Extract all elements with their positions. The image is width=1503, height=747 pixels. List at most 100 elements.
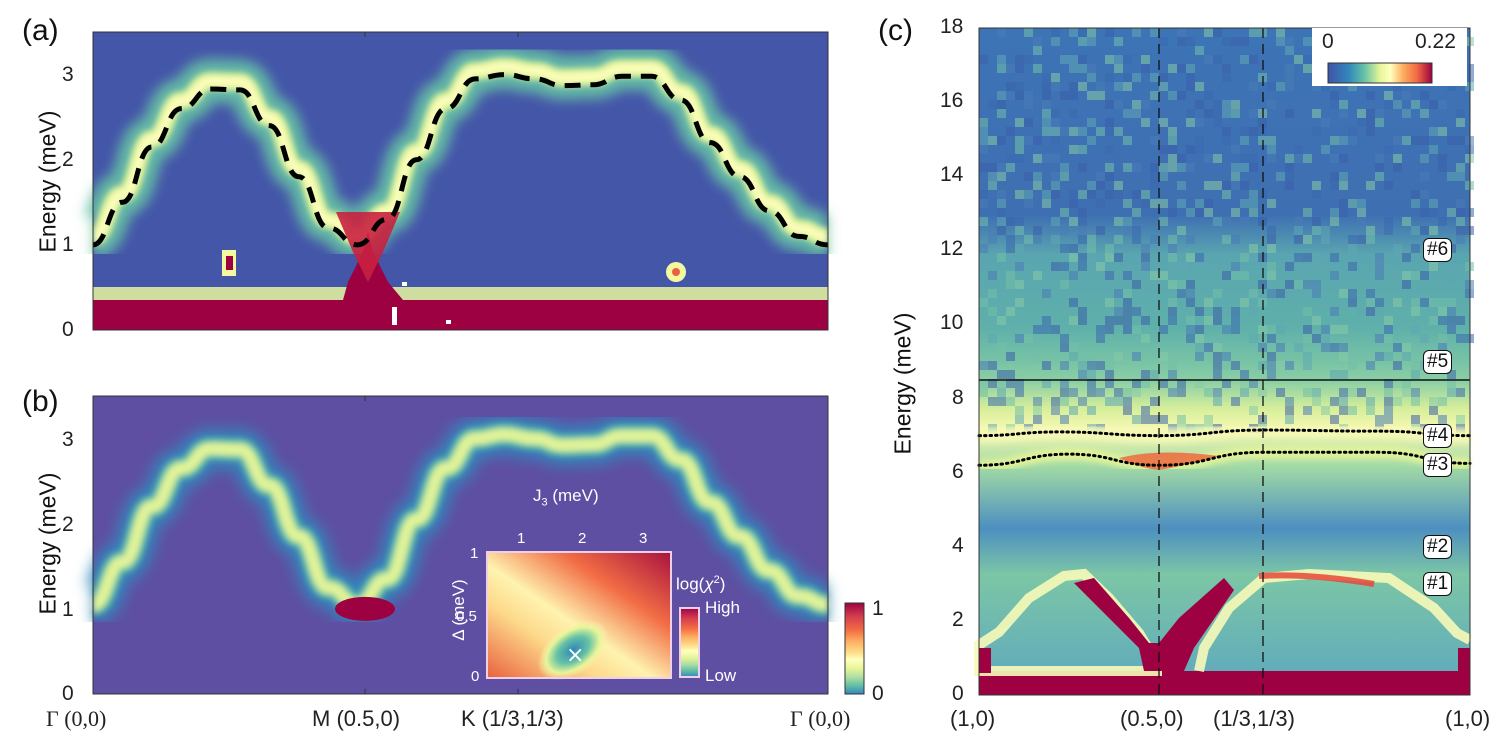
panel-c-noise-pixel (1114, 127, 1123, 136)
panel-c-noise-pixel (1438, 163, 1447, 172)
panel-c-noise-pixel (1042, 325, 1051, 334)
panel-c-noise-pixel (1303, 334, 1312, 343)
panel-c-noise-pixel (1240, 271, 1249, 280)
panel-c-noise-pixel (988, 397, 997, 406)
panel-c-noise-pixel (1402, 217, 1411, 226)
panel-a-frame (92, 31, 829, 331)
panel-b-xlabel-M: M (0.5,0) (312, 706, 401, 731)
panel-c-noise-pixel (1006, 235, 1015, 244)
panel-c-noise-pixel (1285, 415, 1294, 424)
panel-c-noise-pixel (1168, 235, 1177, 244)
panel-c-noise-pixel (1087, 253, 1096, 262)
panel-c-noise-pixel (1123, 289, 1132, 298)
panel-c-noise-pixel (1150, 397, 1159, 406)
panel-c-noise-pixel (1123, 226, 1132, 235)
panel-c-noise-pixel (1168, 244, 1177, 253)
panel-c-noise-pixel (1384, 316, 1393, 325)
panel-c-noise-pixel (1366, 181, 1375, 190)
panel-c-noise-pixel (1258, 388, 1267, 397)
panel-c-xlabel-2: (0.5,0) (1120, 706, 1184, 731)
panel-c-noise-pixel (1069, 406, 1078, 415)
panel-c-noise-pixel (1348, 406, 1357, 415)
panel-c-noise-pixel (997, 55, 1006, 64)
panel-c-noise-pixel (1222, 307, 1231, 316)
panel-c-noise-pixel (1393, 397, 1402, 406)
panel-c-noise-pixel (1051, 37, 1060, 46)
panel-c-noise-pixel (1051, 406, 1060, 415)
panel-c-noise-pixel (1240, 379, 1249, 388)
panel-c-noise-pixel (1168, 208, 1177, 217)
panel-c-noise-pixel (1006, 163, 1015, 172)
panel-c-noise-pixel (1105, 316, 1114, 325)
inset-ytick-0: 0 (471, 668, 480, 685)
panel-c-noise-pixel (1204, 55, 1213, 64)
panel-c-noise-pixel (1078, 307, 1087, 316)
panel-c-frame (978, 27, 1471, 696)
panel-c-noise-pixel (1186, 316, 1195, 325)
panel-c-noise-pixel (1105, 397, 1114, 406)
panel-c-noise-pixel (1375, 154, 1384, 163)
panel-c-noise-pixel (1024, 172, 1033, 181)
panel-c-noise-pixel (1339, 343, 1348, 352)
panel-c-noise-pixel (1393, 298, 1402, 307)
panel-c-noise-pixel (1042, 91, 1051, 100)
panel-c-noise-pixel (979, 199, 988, 208)
panel-c-noise-pixel (1015, 280, 1024, 289)
panel-c-noise-pixel (1222, 64, 1231, 73)
panel-c-noise-pixel (1411, 298, 1420, 307)
panel-c-noise-pixel (1339, 325, 1348, 334)
panel-c-noise-pixel (1123, 298, 1132, 307)
panel-c-noise-pixel (988, 181, 997, 190)
panel-c-noise-pixel (1312, 316, 1321, 325)
panel-c-noise-pixel (1096, 91, 1105, 100)
panel-c-noise-pixel (1240, 253, 1249, 262)
panel-c-noise-pixel (1177, 163, 1186, 172)
panel-c-noise-pixel (1357, 199, 1366, 208)
panel-c-noise-pixel (1447, 379, 1456, 388)
panel-c-noise-pixel (1339, 136, 1348, 145)
panel-c-noise-pixel (1321, 226, 1330, 235)
panel-c-noise-pixel (1231, 271, 1240, 280)
panel-c-noise-pixel (1204, 343, 1213, 352)
panel-c-noise-pixel (1411, 325, 1420, 334)
panel-c-noise-pixel (1177, 64, 1186, 73)
panel-c-noise-pixel (1303, 361, 1312, 370)
panel-c-noise-pixel (1105, 127, 1114, 136)
panel-c-noise-pixel (1132, 163, 1141, 172)
panel-c-noise-pixel (1456, 388, 1465, 397)
panel-c-noise-pixel (1159, 118, 1168, 127)
panel-c-noise-pixel (1429, 298, 1438, 307)
panel-c-noise-pixel (1339, 370, 1348, 379)
panel-c-noise-pixel (988, 172, 997, 181)
panel-c-noise-pixel (1312, 388, 1321, 397)
panel-c-noise-pixel (1348, 199, 1357, 208)
panel-c-noise-pixel (1069, 91, 1078, 100)
panel-c-noise-pixel (1087, 379, 1096, 388)
panel-c-noise-pixel (1249, 253, 1258, 262)
panel-c-noise-pixel (1312, 262, 1321, 271)
panel-c-noise-pixel (1357, 109, 1366, 118)
panel-c-noise-pixel (1420, 298, 1429, 307)
panel-c-noise-pixel (1033, 64, 1042, 73)
panel-c-ytick-2: 2 (952, 607, 964, 631)
panel-c-noise-pixel (997, 217, 1006, 226)
panel-c-noise-pixel (1456, 118, 1465, 127)
panel-c-noise-pixel (1240, 298, 1249, 307)
panel-c-noise-pixel (988, 163, 997, 172)
panel-c-noise-pixel (1456, 316, 1465, 325)
panel-c-noise-pixel (1321, 334, 1330, 343)
panel-c-noise-pixel (1141, 415, 1150, 424)
panel-c-noise-pixel (1177, 199, 1186, 208)
panel-c-noise-pixel (1240, 154, 1249, 163)
panel-a-mask-1 (392, 307, 397, 325)
panel-c-noise-pixel (1033, 271, 1042, 280)
panel-c-noise-pixel (1285, 46, 1294, 55)
inset-xtick-3: 3 (639, 530, 648, 547)
panel-c-noise-pixel (1411, 100, 1420, 109)
panel-c-noise-pixel (1195, 118, 1204, 127)
panel-c-noise-pixel (1069, 316, 1078, 325)
panel-c-noise-pixel (1240, 136, 1249, 145)
panel-c-noise-pixel (1420, 226, 1429, 235)
panel-c-noise-pixel (1438, 397, 1447, 406)
panel-c-noise-pixel (1213, 109, 1222, 118)
